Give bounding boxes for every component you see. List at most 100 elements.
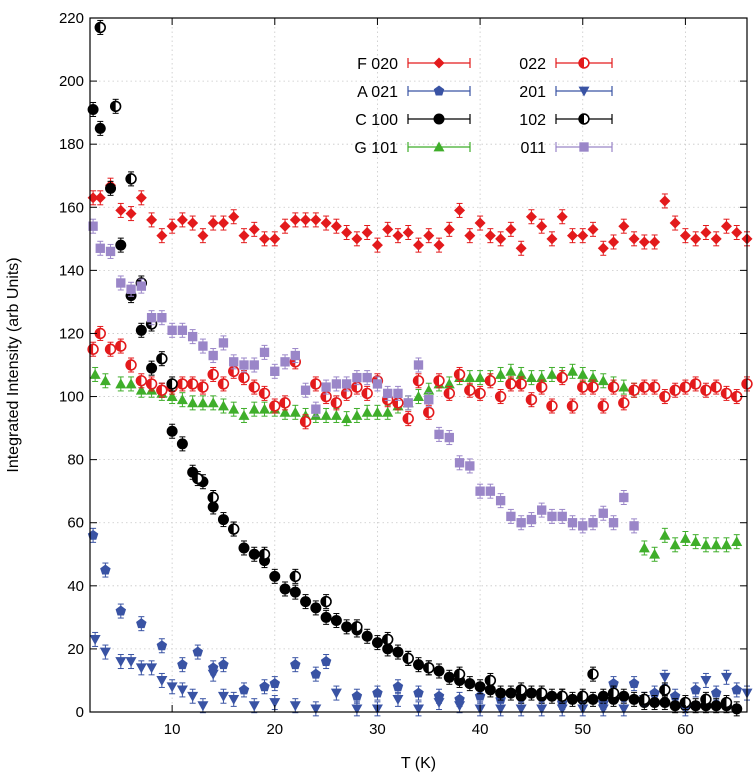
data-point xyxy=(556,371,568,384)
data-point xyxy=(207,397,219,408)
data-point xyxy=(434,429,444,440)
data-point xyxy=(433,239,445,251)
legend-marker xyxy=(433,141,445,152)
data-point xyxy=(300,214,312,226)
data-point xyxy=(248,381,260,393)
data-point xyxy=(557,511,567,522)
data-point xyxy=(279,220,291,232)
data-point xyxy=(720,539,732,550)
data-point xyxy=(515,368,527,379)
data-point xyxy=(330,615,342,627)
data-point xyxy=(248,223,260,235)
y-tick-label: 100 xyxy=(59,389,84,406)
data-point xyxy=(382,406,394,417)
data-point xyxy=(710,381,722,393)
data-point xyxy=(484,230,496,242)
data-point xyxy=(167,325,177,335)
data-point xyxy=(361,406,373,417)
data-point xyxy=(166,220,178,232)
data-point xyxy=(567,518,578,528)
data-point xyxy=(192,646,204,657)
data-point xyxy=(413,391,424,401)
data-point xyxy=(105,246,116,257)
data-point xyxy=(669,384,681,396)
data-point xyxy=(433,698,445,709)
data-point xyxy=(228,211,240,223)
data-point xyxy=(371,637,383,649)
data-point xyxy=(300,596,312,608)
data-point xyxy=(619,492,629,503)
data-point xyxy=(546,400,558,412)
data-point xyxy=(104,343,117,355)
data-point xyxy=(413,704,424,715)
data-point xyxy=(94,122,106,134)
data-point xyxy=(587,668,599,680)
data-point xyxy=(238,230,250,242)
data-point xyxy=(690,233,702,245)
data-point xyxy=(710,233,722,245)
data-point xyxy=(597,690,609,702)
data-point xyxy=(330,397,343,409)
y-tick-label: 20 xyxy=(67,641,84,658)
data-point xyxy=(290,350,300,361)
data-point xyxy=(115,340,127,352)
data-point xyxy=(608,236,620,248)
data-point xyxy=(424,395,434,405)
y-tick-label: 80 xyxy=(67,452,84,469)
data-point xyxy=(454,204,466,216)
data-point xyxy=(731,227,743,239)
data-point xyxy=(239,360,249,370)
data-point xyxy=(628,678,640,689)
data-point xyxy=(310,378,322,390)
data-point xyxy=(177,659,188,670)
data-point xyxy=(587,223,599,235)
data-point xyxy=(659,529,671,540)
data-point xyxy=(649,548,661,559)
series-4 xyxy=(89,363,743,562)
data-point xyxy=(638,542,650,553)
data-point xyxy=(198,341,208,351)
data-point xyxy=(228,523,240,535)
data-point xyxy=(289,406,301,417)
legend-label: 102 xyxy=(519,112,546,129)
series-7 xyxy=(94,19,733,711)
data-point xyxy=(115,204,127,216)
data-point xyxy=(99,647,111,658)
data-point xyxy=(597,704,609,715)
data-point xyxy=(248,403,260,414)
y-tick-label: 60 xyxy=(67,515,84,532)
data-point xyxy=(423,662,435,674)
y-tick-label: 0 xyxy=(76,704,84,721)
data-point xyxy=(515,704,527,715)
data-point xyxy=(156,230,168,242)
data-point xyxy=(412,375,425,387)
data-point xyxy=(270,366,280,376)
data-point xyxy=(443,387,455,400)
data-point xyxy=(577,690,589,702)
series-8 xyxy=(88,218,639,534)
data-point xyxy=(94,21,106,34)
data-point xyxy=(392,230,404,242)
x-tick-label: 60 xyxy=(677,721,694,738)
data-point xyxy=(537,505,547,515)
data-point xyxy=(228,694,240,705)
data-point xyxy=(535,381,548,393)
data-point xyxy=(648,381,661,393)
data-point xyxy=(249,360,259,370)
data-point xyxy=(351,690,363,701)
data-point xyxy=(453,368,466,381)
legend-label: 022 xyxy=(519,56,546,73)
data-point xyxy=(197,701,209,712)
data-point xyxy=(289,701,301,712)
data-point xyxy=(618,690,630,702)
legend-marker xyxy=(433,57,445,69)
data-point xyxy=(515,242,527,254)
data-point xyxy=(100,564,111,575)
legend-marker xyxy=(578,86,590,97)
data-point xyxy=(608,518,619,528)
data-point xyxy=(598,508,608,518)
data-point xyxy=(566,400,579,412)
data-point xyxy=(259,347,270,358)
data-point xyxy=(351,621,363,633)
data-point xyxy=(679,696,692,709)
